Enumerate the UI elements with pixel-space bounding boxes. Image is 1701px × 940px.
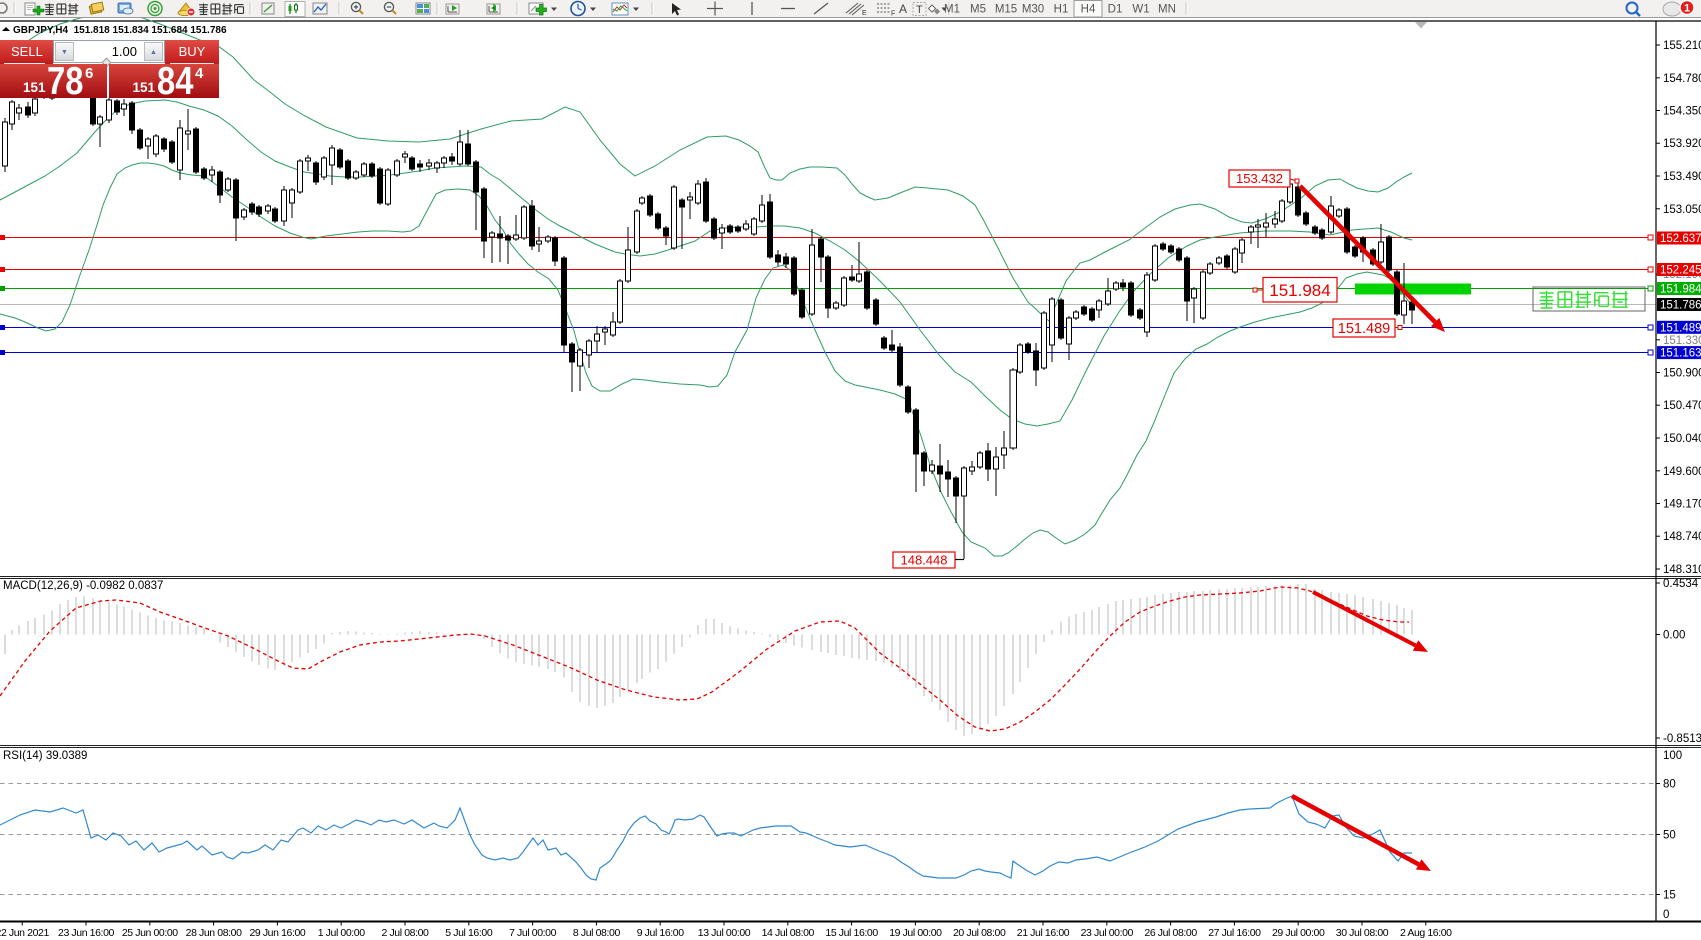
svg-text:14 Jul 08:00: 14 Jul 08:00 xyxy=(762,927,815,939)
svg-text:22 Jun 2021: 22 Jun 2021 xyxy=(0,927,49,939)
svg-text:148.310: 148.310 xyxy=(1663,564,1701,576)
svg-text:151.489: 151.489 xyxy=(1660,322,1701,334)
svg-text:149.600: 149.600 xyxy=(1663,466,1701,478)
svg-text:23 Jun 16:00: 23 Jun 16:00 xyxy=(58,927,114,939)
svg-text:29 Jul 00:00: 29 Jul 00:00 xyxy=(1272,927,1325,939)
svg-text:23 Jul 00:00: 23 Jul 00:00 xyxy=(1081,927,1134,939)
svg-text:15: 15 xyxy=(1663,890,1676,902)
svg-text:27 Jul 16:00: 27 Jul 16:00 xyxy=(1208,927,1261,939)
svg-text:2 Aug 16:00: 2 Aug 16:00 xyxy=(1400,927,1452,939)
svg-text:E: E xyxy=(862,10,867,17)
svg-text:H4: H4 xyxy=(1081,4,1096,16)
svg-text:151.163: 151.163 xyxy=(1660,348,1701,360)
svg-text:149.170: 149.170 xyxy=(1663,499,1701,511)
svg-text:148.448: 148.448 xyxy=(901,553,948,568)
svg-text:152.245: 152.245 xyxy=(1660,265,1701,277)
svg-text:153.920: 153.920 xyxy=(1663,138,1701,150)
svg-text:151.984: 151.984 xyxy=(1269,281,1330,300)
svg-text:25 Jun 00:00: 25 Jun 00:00 xyxy=(122,927,178,939)
svg-text:30 Jul 08:00: 30 Jul 08:00 xyxy=(1336,927,1389,939)
svg-text:150.900: 150.900 xyxy=(1663,368,1701,380)
svg-text:151.489: 151.489 xyxy=(1338,321,1390,337)
svg-text:D1: D1 xyxy=(1108,4,1123,16)
svg-text:153.490: 153.490 xyxy=(1663,171,1701,183)
svg-text:0: 0 xyxy=(1663,909,1669,921)
svg-text:0.00: 0.00 xyxy=(1663,630,1685,642)
svg-text:A: A xyxy=(899,2,907,16)
svg-text:MN: MN xyxy=(1158,4,1176,16)
svg-text:151.330: 151.330 xyxy=(1663,335,1701,347)
svg-text:W1: W1 xyxy=(1132,4,1149,16)
svg-text:F: F xyxy=(891,11,895,18)
svg-text:-0.8513: -0.8513 xyxy=(1663,733,1701,745)
svg-text:15 Jul 16:00: 15 Jul 16:00 xyxy=(825,927,878,939)
svg-text:154.350: 154.350 xyxy=(1663,106,1701,118)
svg-text:150.470: 150.470 xyxy=(1663,400,1701,412)
svg-text:5 Jul 16:00: 5 Jul 16:00 xyxy=(445,927,493,939)
svg-text:M15: M15 xyxy=(995,4,1017,16)
svg-text:151.786: 151.786 xyxy=(1660,300,1701,312)
svg-text:H1: H1 xyxy=(1054,4,1069,16)
svg-text:M30: M30 xyxy=(1022,4,1044,16)
svg-text:80: 80 xyxy=(1663,779,1676,791)
svg-text:13 Jul 00:00: 13 Jul 00:00 xyxy=(698,927,751,939)
svg-text:8 Jul 08:00: 8 Jul 08:00 xyxy=(573,927,621,939)
svg-text:148.740: 148.740 xyxy=(1663,531,1701,543)
svg-text:T: T xyxy=(916,4,923,16)
svg-text:152.637: 152.637 xyxy=(1660,233,1701,245)
svg-text:153.432: 153.432 xyxy=(1236,171,1283,186)
svg-text:50: 50 xyxy=(1663,830,1676,842)
svg-text:M5: M5 xyxy=(970,4,986,16)
svg-text:7 Jul 00:00: 7 Jul 00:00 xyxy=(509,927,557,939)
svg-text:1: 1 xyxy=(1684,3,1690,15)
svg-text:26 Jul 08:00: 26 Jul 08:00 xyxy=(1144,927,1197,939)
svg-text:MACD(12,26,9) -0.0982 0.0837: MACD(12,26,9) -0.0982 0.0837 xyxy=(3,580,163,592)
svg-text:21 Jul 16:00: 21 Jul 16:00 xyxy=(1017,927,1070,939)
svg-text:19 Jul 00:00: 19 Jul 00:00 xyxy=(889,927,942,939)
svg-text:153.050: 153.050 xyxy=(1663,204,1701,216)
svg-text:1 Jul 00:00: 1 Jul 00:00 xyxy=(318,927,366,939)
svg-text:100: 100 xyxy=(1663,750,1682,762)
svg-text:M1: M1 xyxy=(944,4,960,16)
svg-text:20 Jul 08:00: 20 Jul 08:00 xyxy=(953,927,1006,939)
svg-text:RSI(14) 39.0389: RSI(14) 39.0389 xyxy=(3,750,87,762)
svg-text:9 Jul 16:00: 9 Jul 16:00 xyxy=(637,927,685,939)
svg-text:0.4534: 0.4534 xyxy=(1663,578,1699,590)
svg-text:28 Jun 08:00: 28 Jun 08:00 xyxy=(186,927,242,939)
svg-text:151.984: 151.984 xyxy=(1660,284,1701,296)
svg-text:155.210: 155.210 xyxy=(1663,40,1701,52)
svg-text:150.040: 150.040 xyxy=(1663,433,1701,445)
svg-text:2 Jul 08:00: 2 Jul 08:00 xyxy=(382,927,430,939)
svg-text:154.780: 154.780 xyxy=(1663,73,1701,85)
svg-text:29 Jun 16:00: 29 Jun 16:00 xyxy=(249,927,305,939)
